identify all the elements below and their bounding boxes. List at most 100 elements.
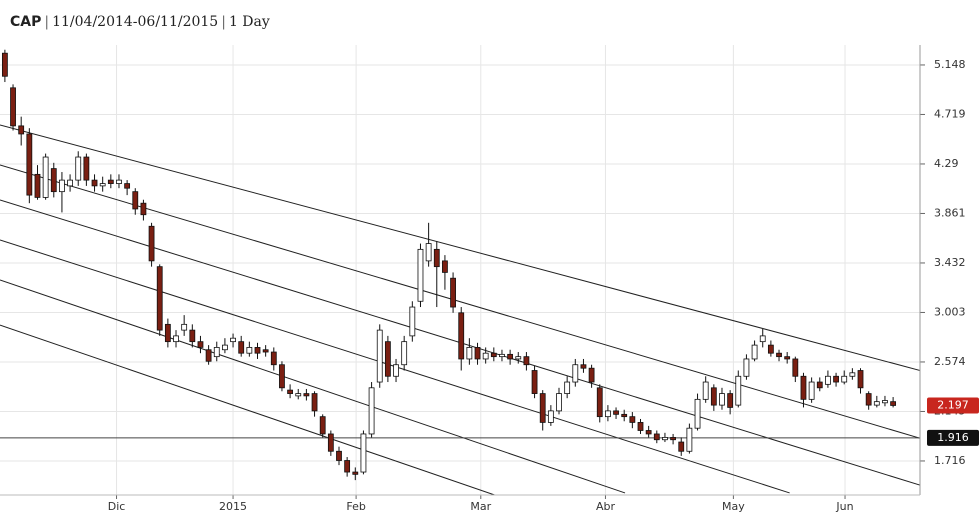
candle-body (34, 173, 41, 198)
y-tick-label: 4.29 (934, 157, 959, 170)
candle-body (743, 358, 750, 377)
x-tick-label: Feb (346, 500, 365, 513)
candle-body (368, 387, 375, 435)
last-price-label: 2.197 (937, 398, 969, 411)
candle-body (776, 352, 782, 358)
x-tick-label: 2015 (219, 500, 247, 513)
candle-body (344, 460, 351, 473)
candle-body (637, 422, 644, 431)
candle-body (767, 344, 774, 354)
candle-body (173, 335, 179, 343)
candle-body (499, 353, 505, 358)
candle-body (580, 364, 587, 369)
candle-body (621, 413, 628, 418)
channel-line (0, 279, 626, 494)
candle-body (124, 183, 131, 189)
candle-body (523, 356, 530, 366)
plot-area (0, 49, 920, 495)
candle-body (865, 393, 872, 406)
candle-body (222, 344, 228, 351)
candle-body (702, 381, 709, 400)
candle-body (10, 87, 16, 127)
candle-body (393, 364, 399, 377)
date-range: 11/04/2014-06/11/2015 (52, 14, 219, 30)
candle-body (336, 450, 342, 461)
candle-body (515, 356, 522, 360)
candle-body (67, 179, 73, 187)
y-tick-label: 2.574 (934, 355, 966, 368)
candle-body (710, 387, 717, 406)
interval: 1 Day (228, 14, 270, 30)
axes: 1.7162.1452.5743.0033.4323.8614.294.7195… (0, 45, 979, 513)
candle-body (360, 433, 367, 473)
candle-body (507, 353, 514, 360)
candle-body (678, 441, 685, 452)
grid (0, 45, 920, 495)
candle-body (295, 393, 302, 397)
x-tick-label: Abr (596, 500, 616, 513)
candle-body (629, 416, 636, 423)
candle-body (107, 179, 114, 184)
x-tick-label: Jun (835, 500, 853, 513)
candle-body (808, 381, 815, 400)
candle-body (759, 335, 766, 343)
candle-body (213, 347, 220, 358)
candle-body (857, 370, 864, 389)
candle-body (50, 168, 57, 193)
candle-body (882, 400, 888, 404)
candle-body (572, 364, 579, 383)
candle-body (735, 375, 742, 406)
candle-body (246, 347, 253, 354)
candle-body (800, 375, 807, 400)
y-tick-label: 1.716 (934, 454, 966, 467)
candle-body (401, 341, 408, 366)
y-tick-label: 3.432 (934, 256, 966, 269)
candle-body (784, 356, 791, 360)
channel-line (0, 124, 920, 371)
candle-body (890, 401, 897, 406)
y-tick-label: 5.148 (934, 58, 966, 71)
candle-body (352, 471, 359, 475)
candle-body (450, 277, 456, 308)
candle-body (425, 243, 432, 262)
candle-body (816, 381, 823, 389)
candle-body (531, 370, 538, 394)
candle-body (466, 347, 473, 360)
candle-body (75, 156, 82, 181)
channel-line (0, 324, 495, 495)
candle-body (181, 323, 188, 331)
candle-body (230, 337, 236, 343)
candle-body (442, 260, 448, 273)
candle-body (26, 133, 33, 196)
candle-body (287, 389, 293, 394)
candle-body (238, 341, 245, 354)
candle-body (384, 341, 391, 377)
candle-body (327, 433, 334, 452)
candle-body (792, 358, 799, 377)
candle-body (189, 329, 196, 343)
candle-body (311, 393, 318, 412)
candle-body (670, 437, 676, 441)
chart-title: CAP | 11/04/2014-06/11/2015 | 1 Day (10, 14, 270, 30)
candle-body (662, 437, 668, 441)
candle-body (433, 248, 440, 268)
candle-body (99, 183, 106, 187)
candle-body (547, 410, 554, 423)
symbol: CAP (10, 14, 42, 30)
candle-body (841, 375, 848, 383)
candle-body (653, 433, 660, 441)
candle-body (751, 344, 758, 360)
candle-body (605, 410, 611, 418)
x-tick-label: May (722, 500, 745, 513)
candle-body (482, 352, 489, 360)
candle-body (873, 401, 880, 406)
candle-body (197, 341, 204, 348)
candle-body (825, 375, 831, 385)
candle-body (279, 364, 285, 389)
candle-body (849, 372, 856, 377)
y-tick-label: 4.719 (934, 107, 966, 120)
candle-body (319, 416, 326, 435)
candle-body (140, 202, 147, 216)
candle-body (417, 248, 424, 302)
